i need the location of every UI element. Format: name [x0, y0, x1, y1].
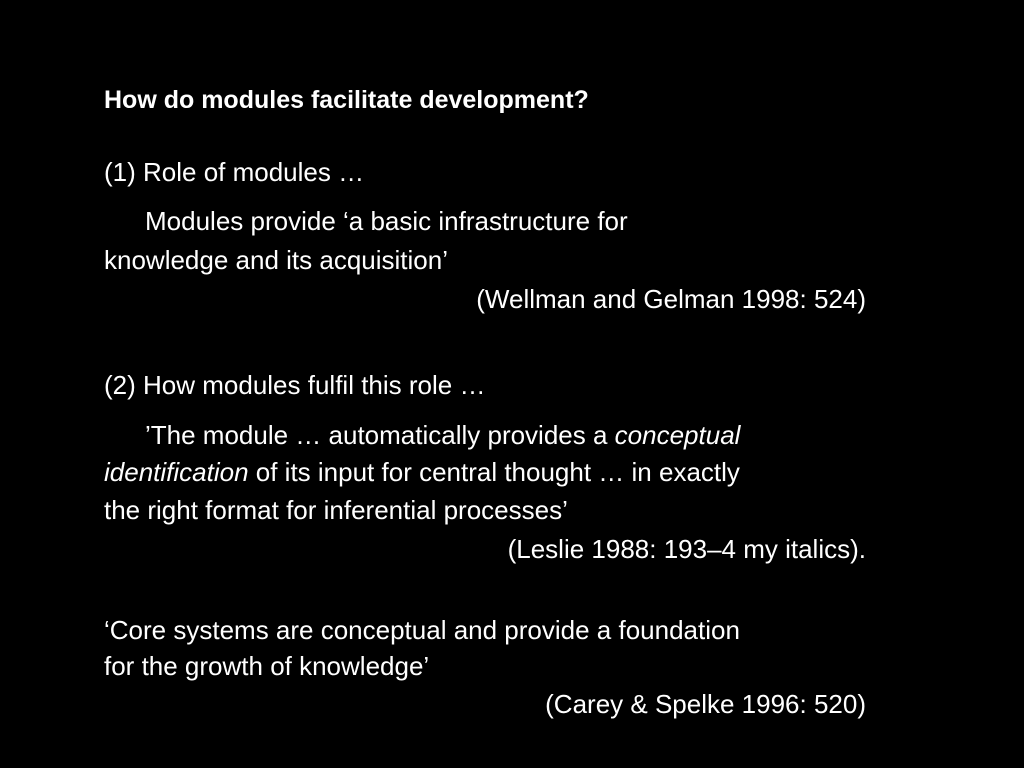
section2-quote-line3: the right format for inferential process… [104, 495, 568, 525]
section1-quote-line1: Modules provide ‘a basic infrastructure … [145, 206, 628, 236]
section2-quote-line1-italic: conceptual [614, 420, 741, 450]
section3-quote-line1: ‘Core systems are conceptual and provide… [104, 615, 740, 645]
section2-quote-line1-text: ’The module … automatically provides a [145, 420, 615, 450]
section3-citation: (Carey & Spelke 1996: 520) [545, 689, 866, 719]
section2-heading: (2) How modules fulfil this role … [104, 370, 486, 400]
slide: How do modules facilitate development? (… [104, 0, 866, 768]
section2-citation: (Leslie 1988: 193–4 my italics). [507, 534, 866, 564]
section3-quote-line2: for the growth of knowledge’ [104, 651, 430, 681]
section1-heading: (1) Role of modules … [104, 157, 365, 187]
section1-quote-line2: knowledge and its acquisition’ [104, 245, 448, 275]
section2-quote-line1: ’The module … automatically provides a c… [104, 420, 741, 451]
section2-quote-line2-italic: identification [104, 457, 249, 487]
section2-quote-line2: identification of its input for central … [104, 457, 740, 488]
section2-quote-line2-text: of its input for central thought … in ex… [248, 457, 740, 487]
section1-citation: (Wellman and Gelman 1998: 524) [476, 284, 866, 314]
slide-title: How do modules facilitate development? [104, 86, 589, 114]
